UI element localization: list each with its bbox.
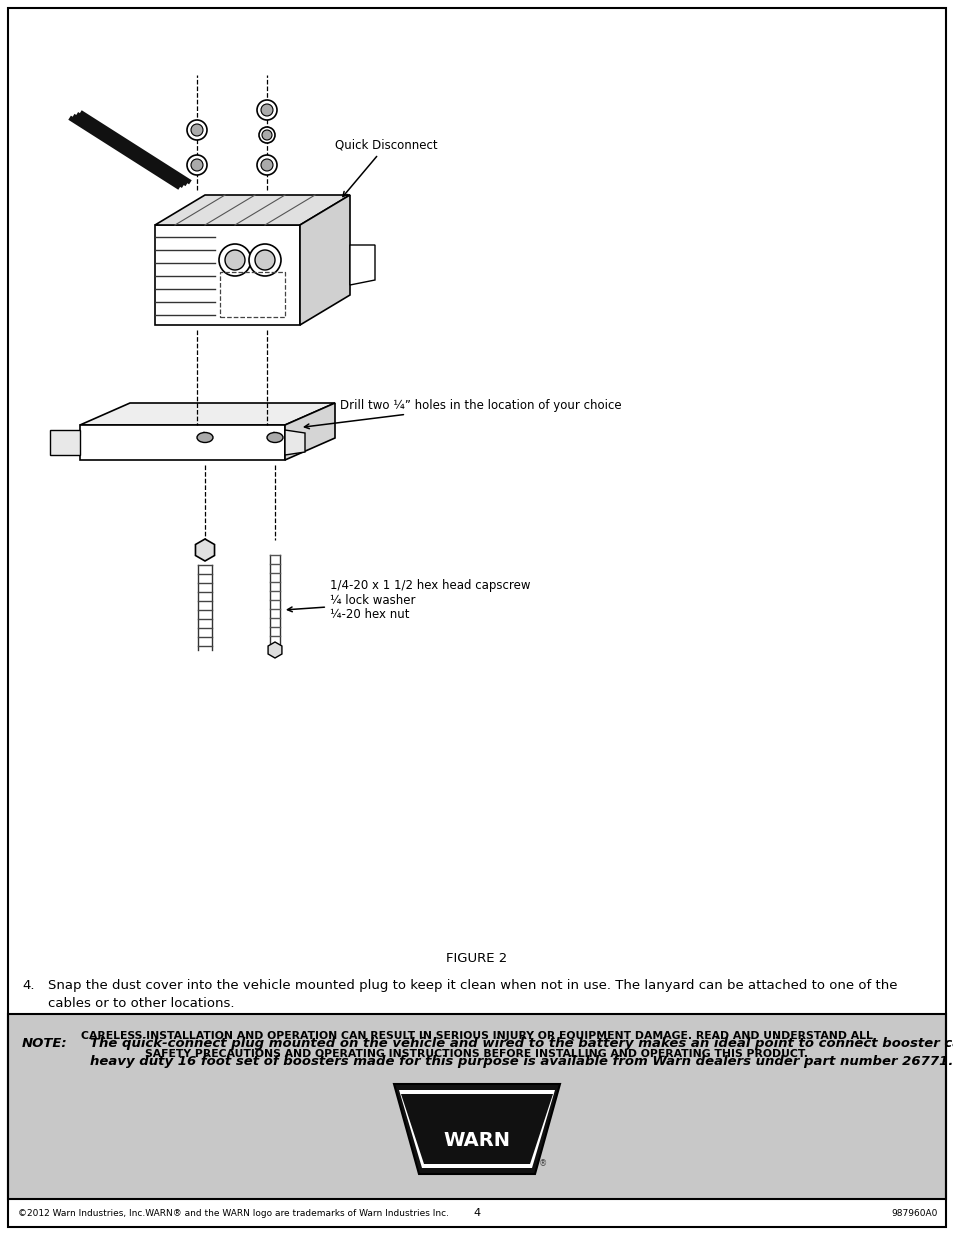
Text: heavy duty 16 foot set of boosters made for this purpose is available from Warn : heavy duty 16 foot set of boosters made … xyxy=(90,1055,952,1068)
Polygon shape xyxy=(195,538,214,561)
Text: ®: ® xyxy=(538,1160,547,1168)
Ellipse shape xyxy=(196,432,213,442)
Ellipse shape xyxy=(267,432,283,442)
Circle shape xyxy=(262,130,272,140)
Text: NOTE:: NOTE: xyxy=(22,1037,68,1050)
Bar xyxy=(154,225,299,325)
Polygon shape xyxy=(285,403,335,459)
Text: The quick-connect plug mounted on the vehicle and wired to the battery makes an : The quick-connect plug mounted on the ve… xyxy=(90,1037,953,1050)
Polygon shape xyxy=(398,1091,555,1168)
Polygon shape xyxy=(285,430,305,454)
Polygon shape xyxy=(394,1084,559,1174)
Polygon shape xyxy=(268,642,282,658)
Text: Snap the dust cover into the vehicle mounted plug to keep it clean when not in u: Snap the dust cover into the vehicle mou… xyxy=(48,979,897,992)
Text: cables or to other locations.: cables or to other locations. xyxy=(48,997,234,1010)
Text: 987960A0: 987960A0 xyxy=(891,1209,937,1218)
Circle shape xyxy=(219,245,251,275)
Circle shape xyxy=(249,245,281,275)
Circle shape xyxy=(261,104,273,116)
Text: WARN: WARN xyxy=(443,1131,510,1151)
Circle shape xyxy=(191,124,203,136)
Bar xyxy=(8,1014,945,1199)
Polygon shape xyxy=(80,425,285,459)
Text: 4.: 4. xyxy=(22,979,34,992)
Circle shape xyxy=(187,120,207,140)
Text: ©2012 Warn Industries, Inc.WARN® and the WARN logo are trademarks of Warn Indust: ©2012 Warn Industries, Inc.WARN® and the… xyxy=(18,1209,449,1218)
Circle shape xyxy=(191,159,203,170)
Text: 1/4-20 x 1 1/2 hex head capscrew
¼ lock washer
¼-20 hex nut: 1/4-20 x 1 1/2 hex head capscrew ¼ lock … xyxy=(287,578,530,621)
Polygon shape xyxy=(154,195,350,225)
Polygon shape xyxy=(350,245,375,285)
Text: SAFETY PRECAUTIONS AND OPERATING INSTRUCTIONS BEFORE INSTALLING AND OPERATING TH: SAFETY PRECAUTIONS AND OPERATING INSTRUC… xyxy=(146,1049,807,1058)
Text: CARELESS INSTALLATION AND OPERATION CAN RESULT IN SERIOUS INJURY OR EQUIPMENT DA: CARELESS INSTALLATION AND OPERATION CAN … xyxy=(81,1031,872,1041)
Text: 4: 4 xyxy=(473,1208,480,1218)
Circle shape xyxy=(256,156,276,175)
Bar xyxy=(8,1014,945,1199)
Polygon shape xyxy=(50,430,80,454)
Circle shape xyxy=(225,249,245,270)
Circle shape xyxy=(258,127,274,143)
Text: FIGURE 2: FIGURE 2 xyxy=(446,952,507,965)
Text: Drill two ¼” holes in the location of your choice: Drill two ¼” holes in the location of yo… xyxy=(304,399,621,429)
Polygon shape xyxy=(299,195,350,325)
Circle shape xyxy=(187,156,207,175)
Bar xyxy=(220,272,285,317)
Polygon shape xyxy=(80,403,335,425)
Circle shape xyxy=(254,249,274,270)
Polygon shape xyxy=(400,1094,553,1165)
Circle shape xyxy=(261,159,273,170)
Circle shape xyxy=(256,100,276,120)
Text: Quick Disconnect: Quick Disconnect xyxy=(335,138,437,196)
